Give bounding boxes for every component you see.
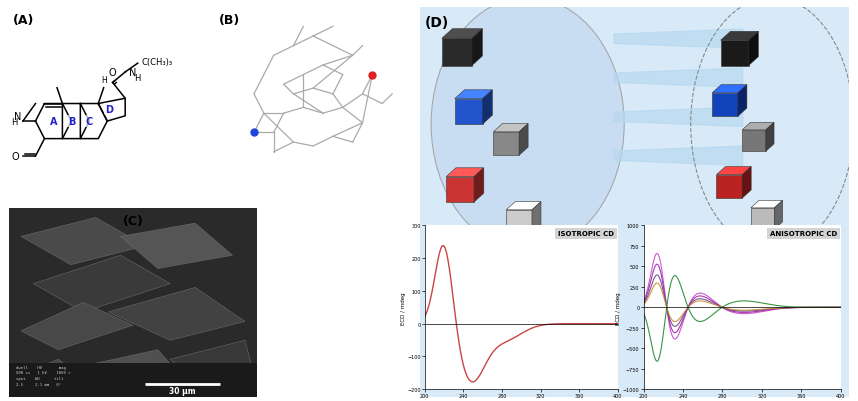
Polygon shape <box>482 91 492 125</box>
Text: C(CH₃)₃: C(CH₃)₃ <box>142 58 172 67</box>
Polygon shape <box>716 167 752 175</box>
Text: B: B <box>68 117 75 127</box>
Polygon shape <box>755 241 764 273</box>
Polygon shape <box>493 132 519 156</box>
Text: D: D <box>105 105 113 115</box>
Polygon shape <box>519 124 529 156</box>
Polygon shape <box>775 201 782 230</box>
Polygon shape <box>14 359 83 393</box>
Polygon shape <box>742 131 766 152</box>
Text: (D): (D) <box>425 16 449 30</box>
Text: (B): (B) <box>219 14 239 27</box>
Polygon shape <box>493 124 529 132</box>
Polygon shape <box>33 256 170 312</box>
Text: dwell    HV       mag: dwell HV mag <box>16 365 66 369</box>
Polygon shape <box>446 168 484 177</box>
Polygon shape <box>738 85 746 117</box>
Polygon shape <box>455 91 492 99</box>
Text: O: O <box>12 152 20 162</box>
Text: 500 ss   1 kV    1000 ×: 500 ss 1 kV 1000 × <box>16 371 70 375</box>
Polygon shape <box>751 201 782 209</box>
Polygon shape <box>729 249 755 273</box>
Polygon shape <box>455 99 482 125</box>
Text: (A): (A) <box>13 14 34 27</box>
Polygon shape <box>712 85 746 93</box>
Polygon shape <box>506 210 532 234</box>
Text: (C): (C) <box>123 214 143 227</box>
Polygon shape <box>170 340 252 382</box>
Ellipse shape <box>432 0 625 251</box>
Text: N: N <box>129 68 136 78</box>
Text: C: C <box>86 117 93 127</box>
Polygon shape <box>742 123 774 131</box>
Text: 2.5     2.1 mm   0°: 2.5 2.1 mm 0° <box>16 382 61 386</box>
Polygon shape <box>506 202 541 210</box>
Polygon shape <box>120 224 233 269</box>
Polygon shape <box>108 288 245 340</box>
Bar <box>9 363 257 397</box>
Polygon shape <box>442 39 472 66</box>
Polygon shape <box>721 32 758 41</box>
Polygon shape <box>21 303 133 350</box>
Text: H: H <box>11 117 17 126</box>
Polygon shape <box>446 177 474 203</box>
Text: H: H <box>134 73 141 83</box>
Polygon shape <box>766 123 774 152</box>
Polygon shape <box>748 32 758 66</box>
Polygon shape <box>442 30 482 39</box>
Polygon shape <box>472 30 482 66</box>
Text: spot    WD      tilt: spot WD tilt <box>16 376 63 380</box>
Polygon shape <box>472 255 499 280</box>
Polygon shape <box>21 218 146 265</box>
Polygon shape <box>532 202 541 234</box>
Text: H: H <box>100 76 106 85</box>
Polygon shape <box>712 93 738 117</box>
Text: O: O <box>109 68 117 78</box>
Polygon shape <box>472 246 510 255</box>
Polygon shape <box>499 246 510 280</box>
Polygon shape <box>70 350 183 393</box>
Polygon shape <box>474 168 484 203</box>
Text: A: A <box>50 117 57 127</box>
Text: 30 μm: 30 μm <box>169 386 196 395</box>
Polygon shape <box>742 167 752 198</box>
Text: N: N <box>14 111 21 122</box>
Polygon shape <box>729 241 764 249</box>
Polygon shape <box>751 209 775 230</box>
Polygon shape <box>716 175 742 198</box>
Polygon shape <box>721 41 748 66</box>
